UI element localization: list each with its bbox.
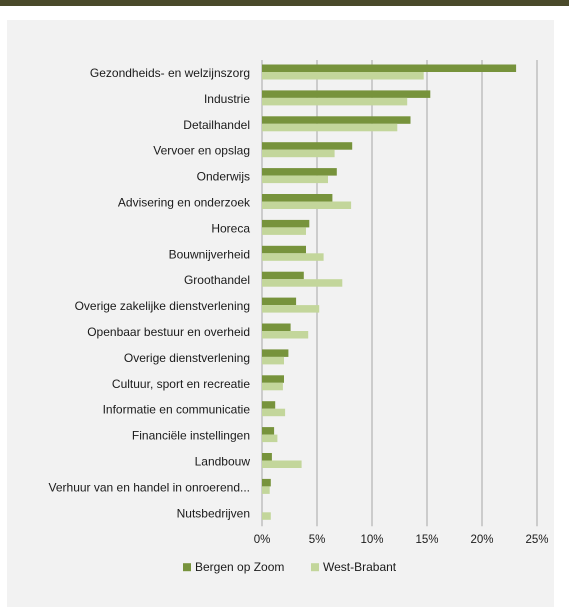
bar-west-brabant <box>262 201 352 209</box>
category-label: Verhuur van en handel in onroerend... <box>49 480 250 494</box>
category-label: Landbouw <box>195 455 251 469</box>
x-tick-label: 20% <box>470 534 493 546</box>
bar-west-brabant <box>262 331 309 339</box>
bar-bergen-op-zoom <box>262 116 411 124</box>
bar-bergen-op-zoom <box>262 323 291 331</box>
bar-west-brabant <box>262 279 343 287</box>
bar-bergen-op-zoom <box>262 478 271 487</box>
bar-bergen-op-zoom <box>262 453 272 461</box>
bar-west-brabant <box>262 512 271 520</box>
category-label: Industrie <box>204 92 250 106</box>
bar-bergen-op-zoom <box>262 401 276 409</box>
x-tick-label: 5% <box>309 534 326 546</box>
category-label: Overige dienstverlening <box>124 351 250 365</box>
bar-west-brabant <box>262 123 398 132</box>
legend-swatch <box>183 563 191 572</box>
bar-bergen-op-zoom <box>262 271 304 280</box>
category-label: Overige zakelijke dienstverlening <box>75 299 250 313</box>
category-label: Cultuur, sport en recreatie <box>112 377 250 391</box>
category-label: Openbaar bestuur en overheid <box>87 325 250 339</box>
bar-bergen-op-zoom <box>262 427 275 435</box>
bar-west-brabant <box>262 227 306 235</box>
x-tick-label: 0% <box>254 534 271 546</box>
bar-west-brabant <box>262 175 328 184</box>
bar-bergen-op-zoom <box>262 90 431 98</box>
category-label: Gezondheids- en welzijnszorg <box>90 66 250 80</box>
bar-bergen-op-zoom <box>262 219 310 228</box>
category-label: Financiële instellingen <box>132 429 250 443</box>
legend-swatch <box>311 563 319 572</box>
legend-label: West-Brabant <box>323 560 397 574</box>
bar-west-brabant <box>262 460 302 468</box>
category-label: Bouwnijverheid <box>169 247 250 261</box>
category-label: Advisering en onderzoek <box>118 196 251 210</box>
category-label: Horeca <box>211 221 250 235</box>
category-label: Groothandel <box>184 273 250 287</box>
category-label: Detailhandel <box>183 118 250 132</box>
bar-west-brabant <box>262 305 320 313</box>
bar-west-brabant <box>262 486 270 494</box>
bar-bergen-op-zoom <box>262 142 353 150</box>
bar-bergen-op-zoom <box>262 194 333 202</box>
bar-bergen-op-zoom <box>262 349 289 357</box>
bar-bergen-op-zoom <box>262 64 517 72</box>
bar-west-brabant <box>262 97 408 106</box>
x-tick-label: 10% <box>360 534 383 546</box>
bar-west-brabant <box>262 408 286 417</box>
category-label: Onderwijs <box>197 170 250 184</box>
x-tick-label: 15% <box>415 534 438 546</box>
bar-bergen-op-zoom <box>262 297 297 306</box>
bar-west-brabant <box>262 72 424 80</box>
bar-bergen-op-zoom <box>262 245 306 254</box>
bar-west-brabant <box>262 149 335 158</box>
bar-chart: 0% 5% 10% 15% 20% 25% Gezondheids- en welzijns… <box>49 60 549 574</box>
bar-bergen-op-zoom <box>262 168 337 176</box>
bar-west-brabant <box>262 382 283 391</box>
bar-west-brabant <box>262 356 284 365</box>
bar-bergen-op-zoom <box>262 375 284 383</box>
category-label: Nutsbedrijven <box>177 506 250 520</box>
header-strip <box>0 0 569 6</box>
category-label: Informatie en communicatie <box>103 403 251 417</box>
legend-label: Bergen op Zoom <box>195 560 284 574</box>
bar-west-brabant <box>262 434 278 443</box>
x-tick-label: 25% <box>525 534 548 546</box>
chart-panel: 0% 5% 10% 15% 20% 25% Gezondheids- en welzijns… <box>7 20 554 607</box>
bar-west-brabant <box>262 253 324 261</box>
category-label: Vervoer en opslag <box>153 144 250 158</box>
